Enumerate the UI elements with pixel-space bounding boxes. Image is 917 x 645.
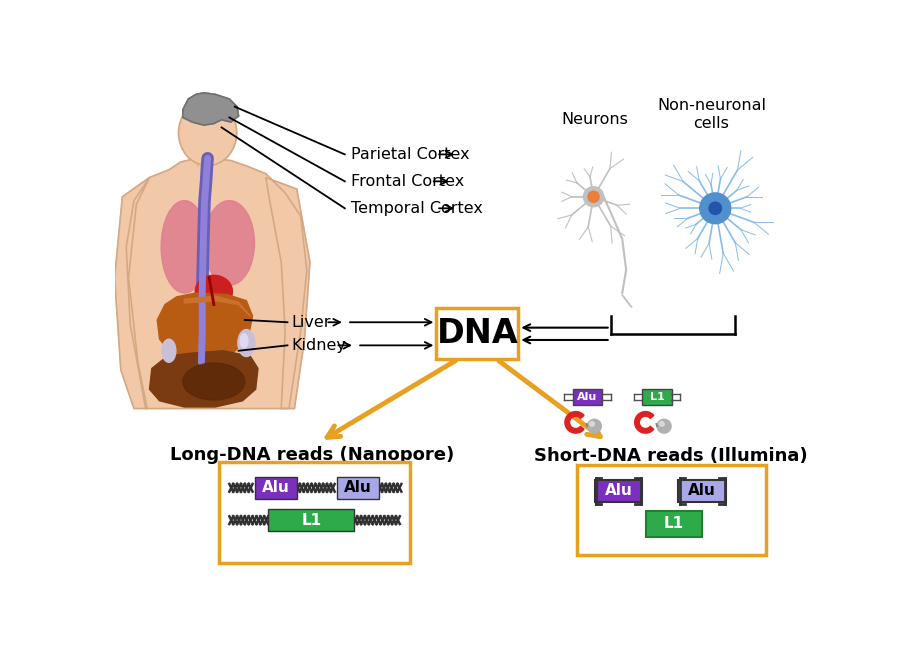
Text: Non-neuronal
cells: Non-neuronal cells [657,98,766,130]
FancyBboxPatch shape [646,511,702,537]
Circle shape [700,193,731,224]
FancyBboxPatch shape [595,480,642,502]
Text: L1: L1 [650,392,665,402]
Text: Alu: Alu [344,481,372,495]
Text: Frontal Cortex: Frontal Cortex [351,174,464,189]
Polygon shape [635,412,654,433]
Polygon shape [197,156,217,174]
FancyBboxPatch shape [219,462,410,562]
Circle shape [588,192,599,203]
Circle shape [709,202,722,214]
Text: Liver: Liver [292,315,331,330]
Ellipse shape [195,275,232,308]
FancyBboxPatch shape [255,477,297,499]
FancyBboxPatch shape [643,389,672,404]
Text: Long-DNA reads (Nanopore): Long-DNA reads (Nanopore) [171,446,455,464]
Text: Temporal Cortex: Temporal Cortex [351,201,483,216]
Ellipse shape [240,334,248,348]
Polygon shape [115,177,149,408]
Circle shape [659,422,664,426]
Text: Short-DNA reads (Illumina): Short-DNA reads (Illumina) [535,447,808,465]
Circle shape [657,419,671,433]
Ellipse shape [179,100,237,166]
Text: DNA: DNA [436,317,518,350]
Text: Kidney: Kidney [292,338,347,353]
FancyBboxPatch shape [337,477,380,499]
Text: Neurons: Neurons [562,112,628,127]
Text: L1: L1 [302,513,322,528]
FancyBboxPatch shape [577,464,766,555]
Text: Alu: Alu [604,483,632,499]
Circle shape [590,422,594,426]
Polygon shape [266,177,310,408]
Text: Alu: Alu [262,481,290,495]
Circle shape [588,419,602,433]
Ellipse shape [238,330,255,357]
Polygon shape [127,158,307,408]
Text: L1: L1 [664,517,684,531]
Polygon shape [182,93,238,125]
FancyBboxPatch shape [572,389,602,404]
FancyBboxPatch shape [679,480,725,502]
Text: Alu: Alu [688,483,716,499]
Text: Alu: Alu [577,392,598,402]
Ellipse shape [161,201,207,293]
FancyBboxPatch shape [436,308,518,359]
Text: Parietal Cortex: Parietal Cortex [351,147,470,162]
Circle shape [583,187,603,207]
Polygon shape [184,296,250,316]
Ellipse shape [162,339,176,362]
Polygon shape [149,351,258,407]
Ellipse shape [182,363,245,400]
Ellipse shape [204,201,255,285]
Polygon shape [565,412,584,433]
FancyBboxPatch shape [269,509,355,531]
Polygon shape [157,293,252,361]
